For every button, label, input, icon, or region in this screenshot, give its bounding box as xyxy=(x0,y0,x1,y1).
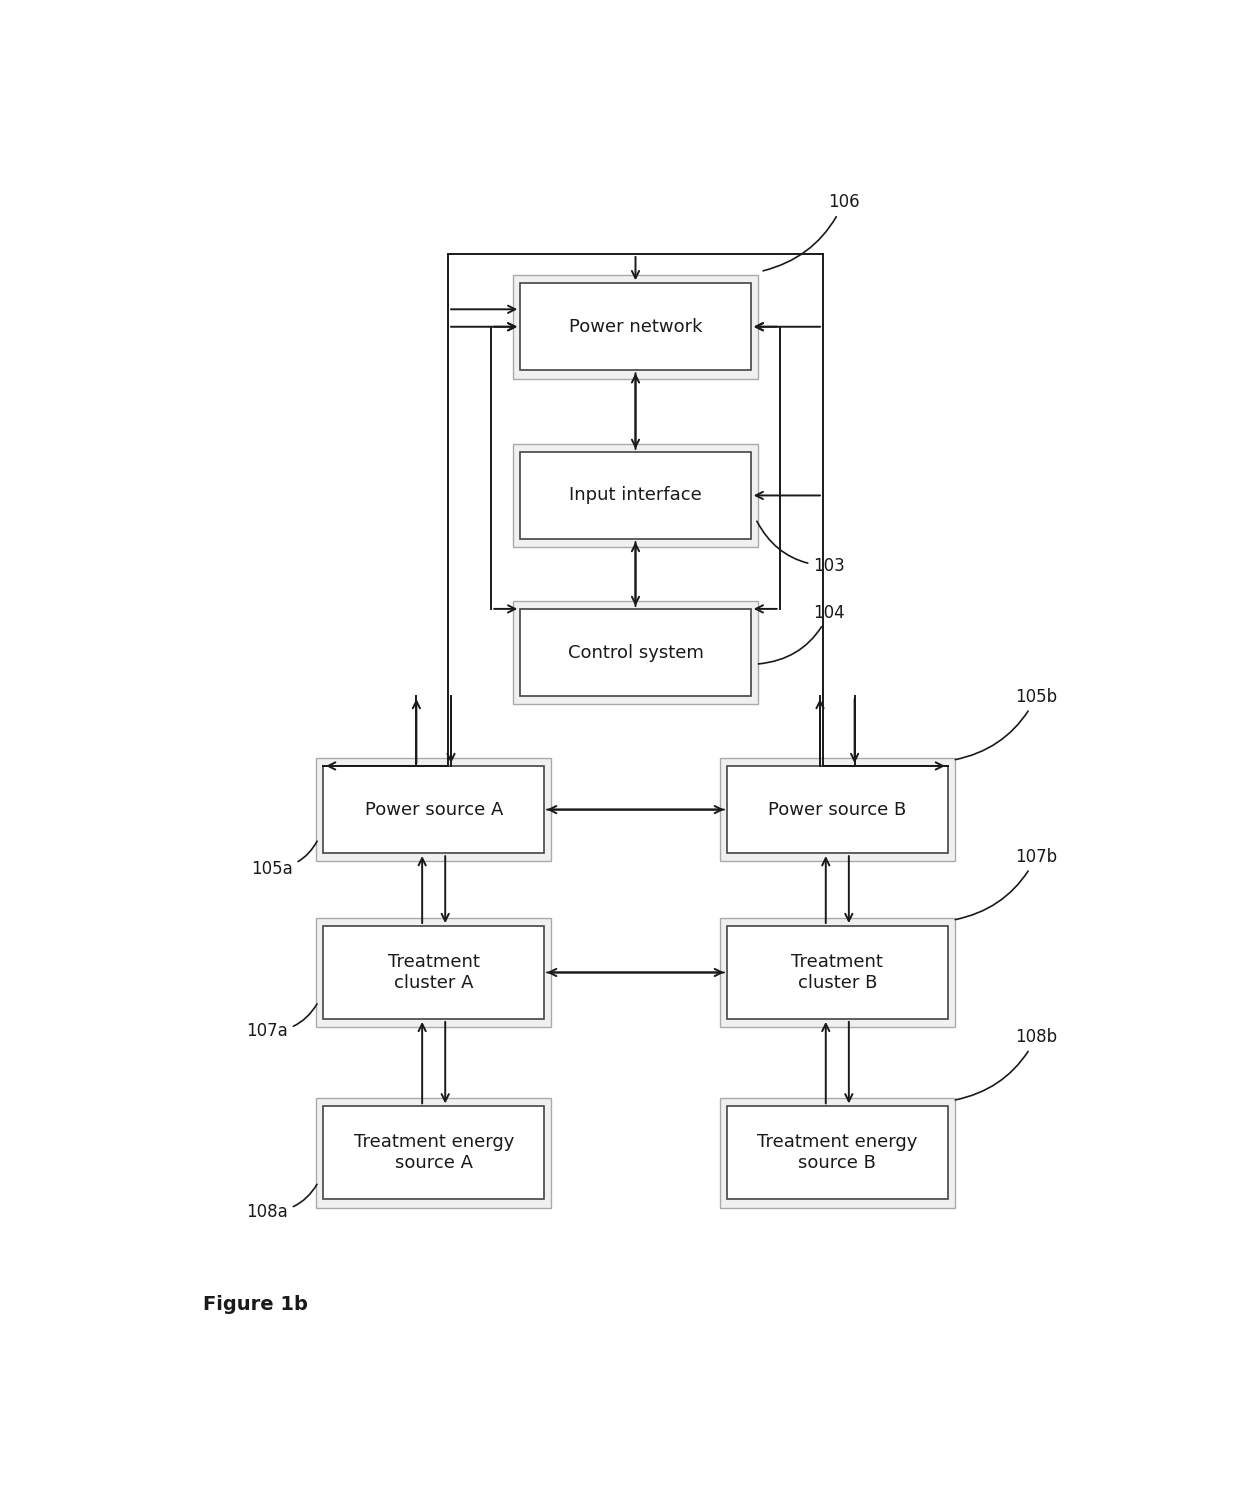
Bar xyxy=(324,926,544,1018)
Bar xyxy=(720,1098,955,1207)
Text: Figure 1b: Figure 1b xyxy=(203,1295,308,1315)
Bar xyxy=(521,283,751,370)
Text: Input interface: Input interface xyxy=(569,487,702,505)
Bar xyxy=(521,452,751,539)
Text: Treatment
cluster B: Treatment cluster B xyxy=(791,953,883,991)
Text: 108a: 108a xyxy=(247,1185,317,1221)
Text: Power source B: Power source B xyxy=(769,801,906,819)
Bar xyxy=(513,444,758,547)
Text: 108b: 108b xyxy=(955,1029,1058,1100)
Bar xyxy=(324,766,544,854)
Bar xyxy=(324,1106,544,1200)
Bar xyxy=(513,601,758,704)
Bar xyxy=(727,926,947,1018)
Text: 106: 106 xyxy=(763,193,859,270)
Text: 107a: 107a xyxy=(247,1003,317,1041)
Text: 104: 104 xyxy=(759,603,844,663)
Text: 103: 103 xyxy=(756,521,844,576)
Text: Treatment energy
source A: Treatment energy source A xyxy=(353,1133,513,1173)
Bar xyxy=(720,917,955,1027)
Text: Power network: Power network xyxy=(569,317,702,335)
Bar xyxy=(316,759,551,861)
Text: Treatment
cluster A: Treatment cluster A xyxy=(388,953,480,991)
Bar xyxy=(727,766,947,854)
Text: Control system: Control system xyxy=(568,644,703,662)
Text: 105b: 105b xyxy=(955,688,1058,760)
Bar xyxy=(727,1106,947,1200)
Bar xyxy=(316,917,551,1027)
Bar xyxy=(513,275,758,379)
Text: 105a: 105a xyxy=(250,842,317,878)
Text: Treatment energy
source B: Treatment energy source B xyxy=(758,1133,918,1173)
Text: Power source A: Power source A xyxy=(365,801,503,819)
Bar xyxy=(521,609,751,697)
Bar xyxy=(720,759,955,861)
Bar xyxy=(316,1098,551,1207)
Text: 107b: 107b xyxy=(955,848,1058,920)
